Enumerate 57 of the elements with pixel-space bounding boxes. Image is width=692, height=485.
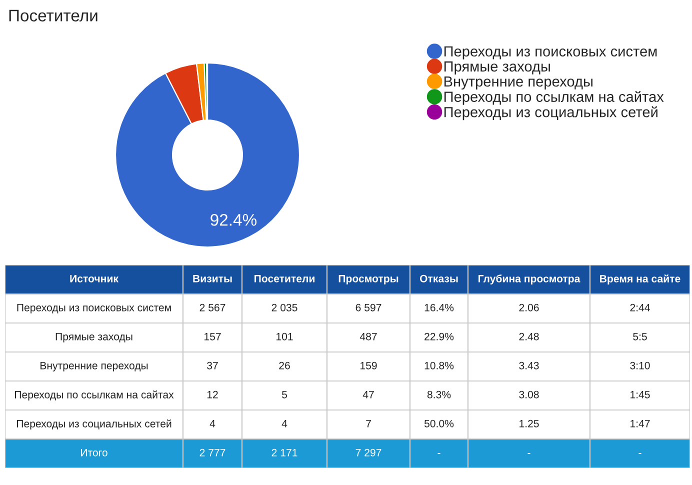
text: Переходы из социальных сетей [16, 419, 172, 430]
category-label: Отказы [420, 274, 458, 282]
text: 159 [360, 362, 377, 370]
text: 2:44 [630, 304, 650, 312]
text: 1:45 [630, 390, 650, 398]
legend-label: Переходы из социальных сетей [444, 106, 658, 120]
text: 26 [279, 362, 290, 370]
category-label: Визиты [193, 274, 232, 282]
legend-label: Прямые заходы [444, 61, 550, 74]
text: 8.3% [427, 390, 451, 398]
text: 1.25 [520, 420, 539, 428]
text: Итого [81, 448, 108, 456]
text: 2 777 [200, 448, 226, 456]
text: 3:10 [630, 362, 650, 370]
legend-label: Переходы по ссылкам на сайтах [444, 90, 664, 105]
text: 2 035 [272, 304, 298, 312]
category-label: Просмотры [338, 274, 398, 284]
text: 2.06 [519, 304, 539, 312]
text: 37 [207, 362, 218, 370]
text: Прямые заходы [56, 332, 132, 342]
legend-label: Переходы из поисковых систем [444, 46, 657, 60]
text: - [438, 453, 440, 454]
text: 3.43 [519, 362, 539, 370]
text: 101 [276, 332, 293, 340]
text: 2 567 [200, 304, 226, 312]
text: 2.48 [519, 332, 539, 340]
text: 22.9% [424, 332, 454, 340]
text: 157 [204, 332, 221, 340]
data-label: 92.4% [210, 214, 256, 226]
chart-title: Посетители [9, 10, 98, 22]
text: - [638, 453, 642, 454]
text: Внутренние переходы [40, 362, 148, 372]
donut-slice [114, 62, 300, 248]
category-label: Время на сайте [600, 274, 680, 285]
text: 2 171 [272, 448, 298, 456]
legend-label: Внутренние переходы [444, 76, 592, 90]
category-label: Источник [70, 274, 118, 282]
text: 5 [282, 390, 287, 398]
text: 16.4% [424, 304, 454, 312]
text: 10.8% [424, 362, 454, 370]
text: Переходы из поисковых систем [17, 304, 171, 314]
text: 6 597 [356, 304, 382, 312]
text: 47 [362, 390, 374, 398]
text: 7 [366, 420, 371, 428]
text: 12 [207, 390, 218, 398]
text: Переходы по ссылкам на сайтах [15, 390, 174, 401]
text: 7 297 [356, 448, 382, 456]
text: 487 [360, 332, 377, 340]
category-label: Глубина просмотра [478, 274, 580, 284]
text: 3.08 [519, 390, 539, 398]
text: 4 [210, 420, 216, 428]
text: 50.0% [424, 420, 454, 428]
text: 1:47 [630, 420, 650, 428]
text: - [528, 453, 530, 454]
category-label: Посетители [254, 274, 314, 282]
text: 4 [282, 420, 288, 428]
text: 5:5 [633, 332, 647, 340]
